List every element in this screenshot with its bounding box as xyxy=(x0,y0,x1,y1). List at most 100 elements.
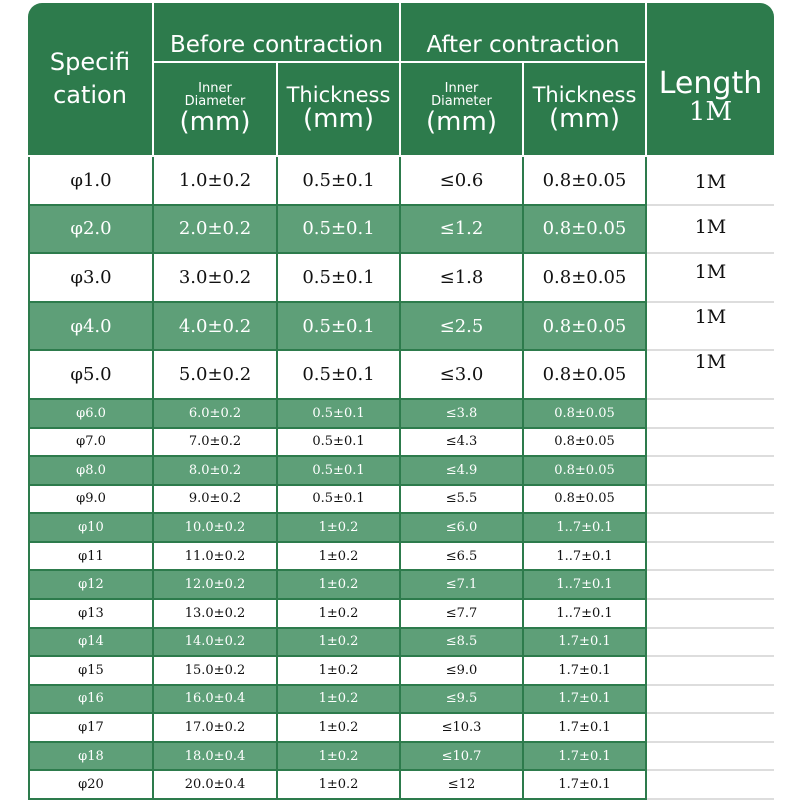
table-cell: 1..7±0.1 xyxy=(524,514,647,543)
table-cell: φ15 xyxy=(28,657,154,686)
table-cell: 1.7±0.1 xyxy=(524,628,647,658)
length-cell xyxy=(647,302,774,352)
table-cell: 1.7±0.1 xyxy=(524,742,647,772)
table-cell: 20.0±0.4 xyxy=(154,771,278,800)
table-cell: 1.7±0.1 xyxy=(524,771,647,800)
table-cell: φ11 xyxy=(28,542,154,572)
table-cell: 0.8±0.05 xyxy=(524,400,647,429)
header-text: Diameter xyxy=(431,94,492,110)
header-text: (mm) xyxy=(426,106,497,137)
table-cell: ≤6.0 xyxy=(401,514,524,543)
table-cell: ≤7.1 xyxy=(401,571,524,600)
table-cell: 10.0±0.2 xyxy=(154,514,278,543)
table-cell: 1±0.2 xyxy=(278,514,401,543)
table-cell: 0.8±0.05 xyxy=(524,457,647,486)
table-cell: φ17 xyxy=(28,714,154,743)
table-cell: ≤6.5 xyxy=(401,542,524,572)
length-cell xyxy=(647,628,774,658)
table-cell: 3.0±0.2 xyxy=(154,254,278,303)
table-cell: 0.8±0.05 xyxy=(524,157,647,206)
spec-header: Specifi cation xyxy=(28,3,154,157)
table-cell: φ16 xyxy=(28,685,154,715)
table-cell: 1±0.2 xyxy=(278,571,401,600)
length-cell xyxy=(647,457,774,486)
header-text: cation xyxy=(53,81,127,109)
table-cell: 0.5±0.1 xyxy=(278,302,401,352)
table-cell: ≤5.5 xyxy=(401,485,524,515)
table-cell: φ10 xyxy=(28,514,154,543)
header-text: After contraction xyxy=(426,31,620,58)
table-cell: 1±0.2 xyxy=(278,771,401,800)
table-cell: φ6.0 xyxy=(28,400,154,429)
table-cell: 1.7±0.1 xyxy=(524,685,647,715)
table-cell: φ12 xyxy=(28,571,154,600)
subheader: Thickness (mm) xyxy=(278,63,401,157)
header-text: Inner xyxy=(198,80,232,96)
table-cell: 1±0.2 xyxy=(278,685,401,715)
length-cell xyxy=(647,714,774,743)
table-cell: 12.0±0.2 xyxy=(154,571,278,600)
table-cell: ≤1.2 xyxy=(401,205,524,255)
header-text: 1M xyxy=(688,97,733,128)
table-cell: ≤2.5 xyxy=(401,302,524,352)
table-cell: 0.5±0.1 xyxy=(278,457,401,486)
table-cell: 1±0.2 xyxy=(278,600,401,629)
table-cell: ≤10.7 xyxy=(401,742,524,772)
table-cell: 2.0±0.2 xyxy=(154,205,278,255)
table-cell: 0.5±0.1 xyxy=(278,428,401,458)
length-cell xyxy=(647,351,774,400)
table-cell: 9.0±0.2 xyxy=(154,485,278,515)
length-value: 1M xyxy=(694,171,727,193)
subheader: Inner Diameter (mm) xyxy=(401,63,524,157)
table-cell: 0.5±0.1 xyxy=(278,485,401,515)
header-text: Thickness xyxy=(286,83,391,108)
length-cell xyxy=(647,428,774,458)
table-cell: ≤3.0 xyxy=(401,351,524,400)
length-cell xyxy=(647,657,774,686)
table-cell: ≤3.8 xyxy=(401,400,524,429)
table-cell: 0.5±0.1 xyxy=(278,351,401,400)
subheader: Thickness (mm) xyxy=(524,63,647,157)
group-header: Before contraction xyxy=(154,3,401,63)
table-cell: 1±0.2 xyxy=(278,742,401,772)
table-cell: φ5.0 xyxy=(28,351,154,400)
table-cell: ≤8.5 xyxy=(401,628,524,658)
table-cell: 1±0.2 xyxy=(278,714,401,743)
table-cell: 1..7±0.1 xyxy=(524,542,647,572)
table-cell: 0.5±0.1 xyxy=(278,205,401,255)
table-cell: 7.0±0.2 xyxy=(154,428,278,458)
subheader: Inner Diameter (mm) xyxy=(154,63,278,157)
length-cell xyxy=(647,157,774,206)
length-cell xyxy=(647,571,774,600)
table-cell: 1..7±0.1 xyxy=(524,571,647,600)
table-cell: 0.8±0.05 xyxy=(524,428,647,458)
table-cell: ≤4.9 xyxy=(401,457,524,486)
length-cell xyxy=(647,771,774,800)
table-cell: 0.8±0.05 xyxy=(524,351,647,400)
table-cell: 14.0±0.2 xyxy=(154,628,278,658)
table-cell: 15.0±0.2 xyxy=(154,657,278,686)
length-cell xyxy=(647,254,774,303)
table-cell: 16.0±0.4 xyxy=(154,685,278,715)
table-cell: φ13 xyxy=(28,600,154,629)
table-cell: 4.0±0.2 xyxy=(154,302,278,352)
length-header: Length 1M xyxy=(647,3,774,157)
table-cell: 0.8±0.05 xyxy=(524,485,647,515)
header-text: Inner xyxy=(444,80,479,96)
table-cell: 1.7±0.1 xyxy=(524,657,647,686)
table-cell: 5.0±0.2 xyxy=(154,351,278,400)
header-text: (mm) xyxy=(549,104,620,135)
table-cell: 0.8±0.05 xyxy=(524,254,647,303)
length-value: 1M xyxy=(694,351,727,373)
table-cell: 1±0.2 xyxy=(278,628,401,658)
table-cell: φ3.0 xyxy=(28,254,154,303)
header-text: Length xyxy=(658,65,763,101)
length-cell xyxy=(647,205,774,255)
header-text: Specifi xyxy=(49,47,131,76)
table-cell: φ9.0 xyxy=(28,485,154,515)
length-cell xyxy=(647,685,774,715)
length-value: 1M xyxy=(694,261,727,283)
header-text: Diameter xyxy=(184,94,246,110)
table-cell: 8.0±0.2 xyxy=(154,457,278,486)
